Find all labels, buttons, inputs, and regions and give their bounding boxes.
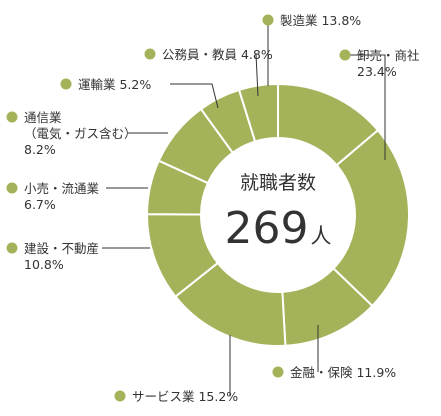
chart-leader-lines	[102, 20, 386, 396]
legend-dot	[6, 242, 18, 254]
leader-line	[345, 54, 386, 160]
legend-dot	[262, 14, 274, 26]
slice-label: 金融・保険 11.9%	[290, 365, 396, 380]
legend-dot	[114, 390, 126, 402]
slice-label-line: 運輸業 5.2%	[78, 77, 151, 92]
slice-label: サービス業 15.2%	[132, 389, 238, 404]
slice-label: 製造業 13.8%	[280, 13, 361, 28]
slice-label: 公務員・教員 4.8%	[162, 47, 273, 62]
legend-dot	[60, 78, 72, 90]
slice-label-line: 6.7%	[24, 197, 56, 212]
slice-label-line: 製造業 13.8%	[280, 13, 361, 28]
slice-label: 通信業（電気・ガス含む） 8.2%	[24, 110, 137, 157]
donut-slice	[332, 128, 410, 308]
legend-dot	[6, 111, 18, 123]
legend-dot	[6, 182, 18, 194]
slice-label-line: 卸売・商社	[357, 48, 420, 63]
legend-dot	[272, 366, 284, 378]
slice-label-line: （電気・ガス含む）	[24, 126, 137, 141]
slice-label-line: 公務員・教員 4.8%	[162, 47, 273, 62]
slice-label-line: 金融・保険 11.9%	[290, 365, 396, 380]
leader-line	[255, 53, 259, 97]
slice-label: 建設・不動産 10.8%	[24, 241, 99, 272]
slice-label-line: 小売・流通業	[24, 181, 100, 196]
slice-label-line: 23.4%	[357, 64, 397, 79]
chart-slices	[145, 82, 410, 347]
leader-line	[170, 83, 219, 109]
center-total-unit: 人	[310, 224, 331, 248]
center-total: 269人	[225, 203, 332, 254]
legend-dot	[339, 49, 351, 61]
slice-label: 小売・流通業 6.7%	[24, 181, 100, 212]
slice-label-line: 10.8%	[24, 257, 64, 272]
slice-label: 運輸業 5.2%	[78, 77, 151, 92]
legend-dot	[144, 48, 156, 60]
center-total-value: 269	[225, 203, 309, 254]
donut-slice	[237, 82, 279, 143]
chart-labels: 製造業 13.8% 卸売・商社 23.4% 金融・保険 11.9% サービス業 15.2…	[6, 13, 420, 404]
slice-label-line: サービス業 15.2%	[132, 389, 238, 404]
slice-label-line: 建設・不動産	[24, 241, 99, 256]
slice-label: 卸売・商社 23.4%	[357, 48, 420, 79]
center-title: 就職者数	[240, 172, 316, 194]
slice-label-line: 8.2%	[24, 142, 56, 157]
slice-label-line: 通信業	[24, 110, 62, 125]
